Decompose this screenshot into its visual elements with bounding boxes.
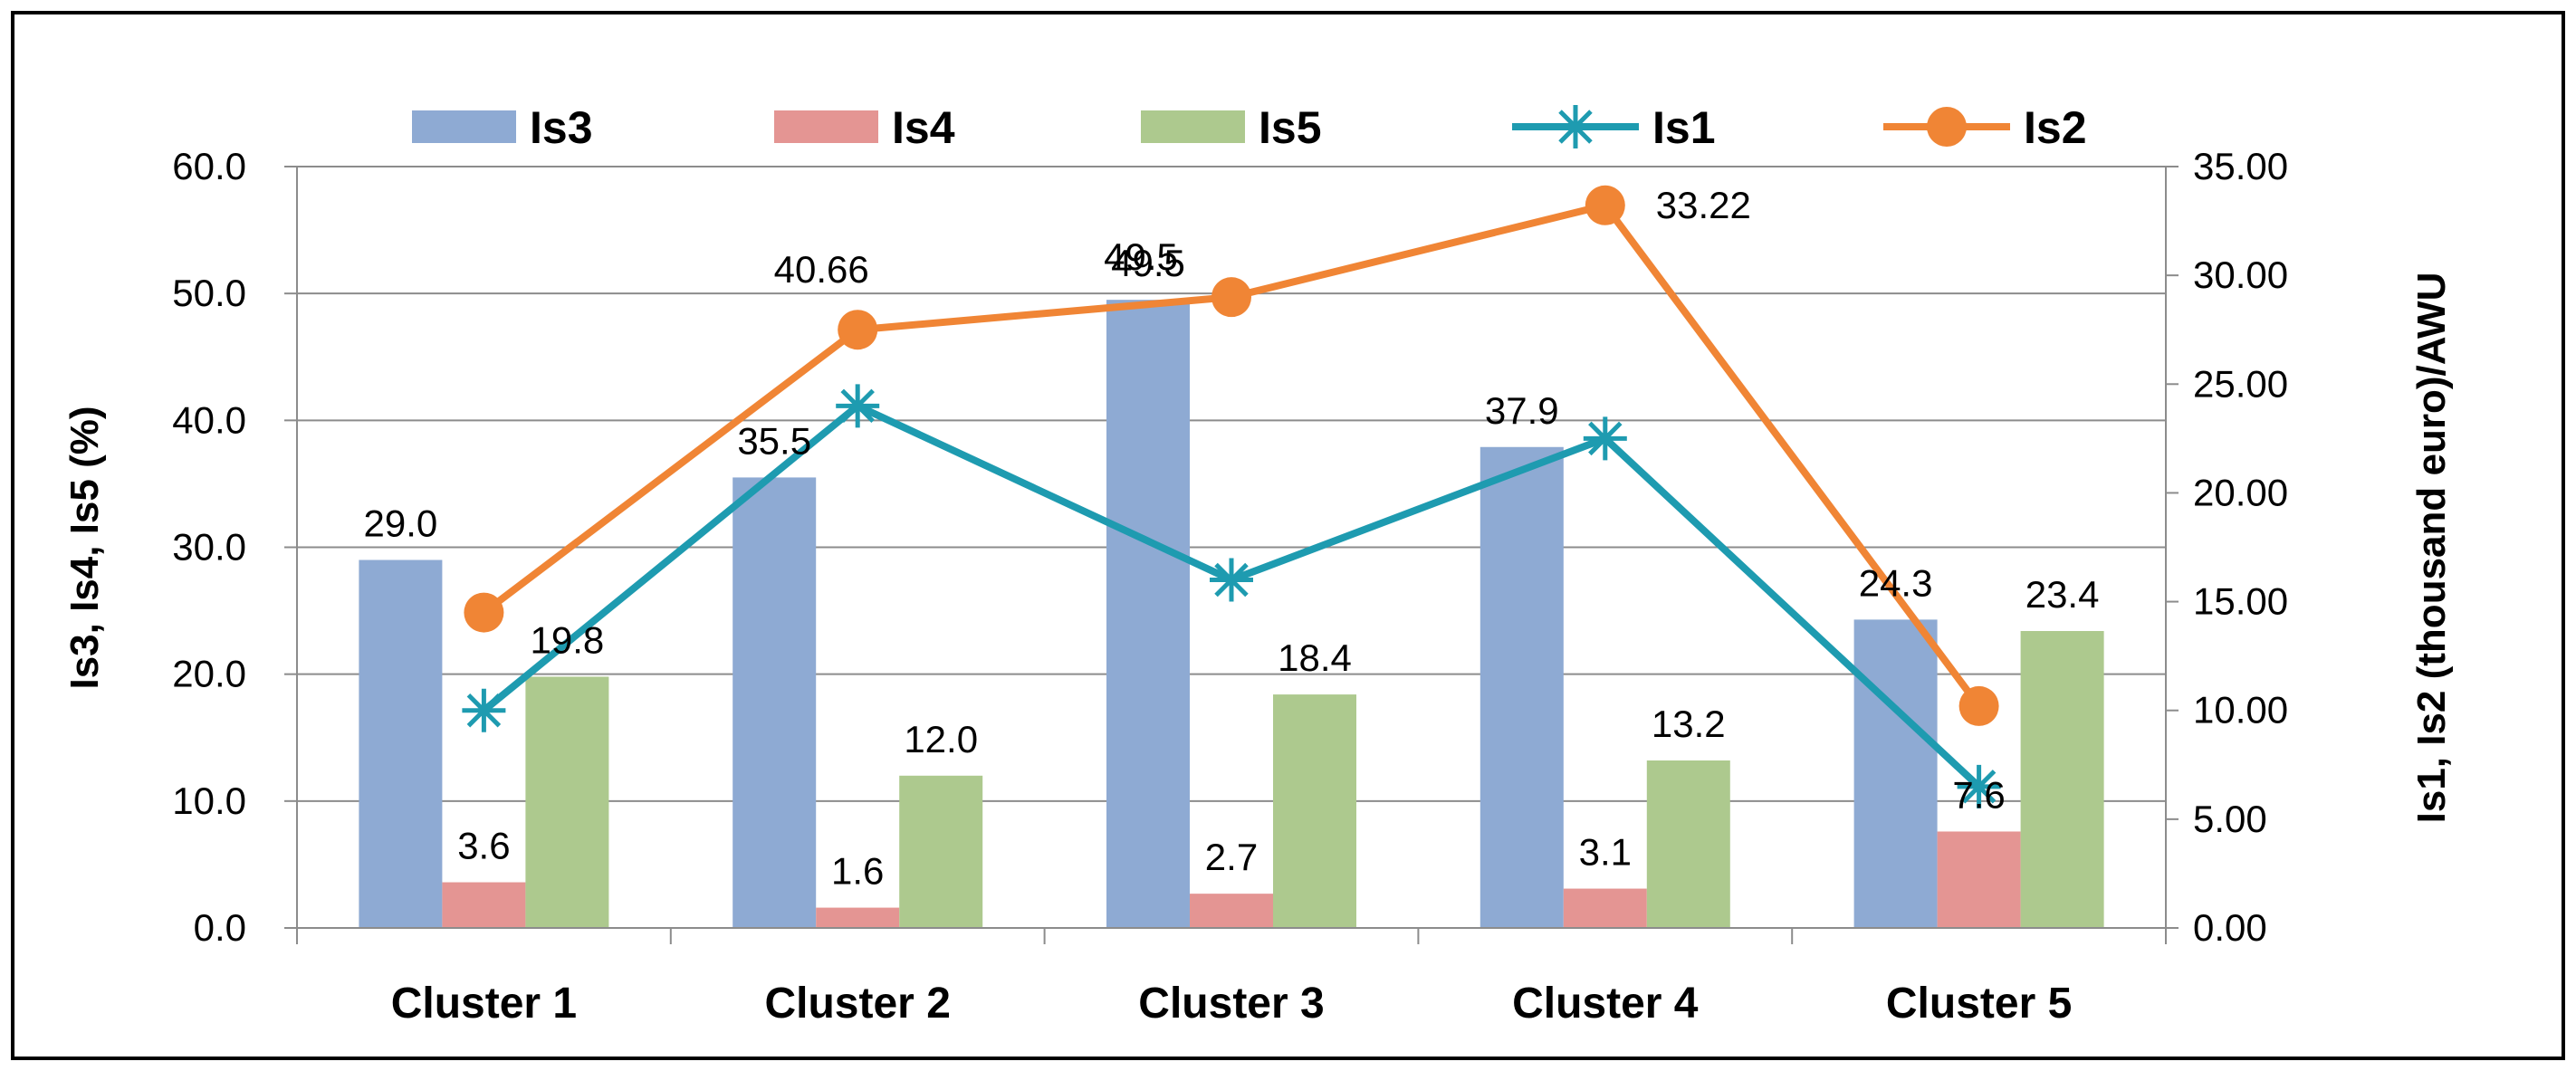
right-tick-label: 35.00 [2193, 145, 2288, 187]
bar-is4-5 [1937, 831, 2021, 928]
marker-is2-2 [838, 310, 878, 350]
bar-is4-4 [1563, 888, 1647, 928]
bar-series-group [359, 300, 2104, 929]
bar-is3-1 [359, 559, 443, 928]
legend-label-is2: Is2 [2024, 102, 2087, 153]
right-tick-label: 5.00 [2193, 798, 2267, 840]
legend-marker-is1 [1554, 105, 1597, 148]
marker-is1-3 [1210, 558, 1253, 602]
data-label-is3: 37.9 [1485, 389, 1559, 432]
left-tick-label: 20.0 [172, 653, 246, 695]
bar-is3-2 [733, 477, 817, 928]
right-tick-label: 10.00 [2193, 689, 2288, 732]
legend-swatch-is4 [774, 110, 878, 143]
data-label-is3: 29.0 [364, 502, 438, 545]
left-tick-label: 40.0 [172, 398, 246, 441]
data-label-is2: 40.66 [774, 248, 869, 291]
bar-is5-4 [1646, 760, 1730, 928]
marker-is1-4 [1583, 416, 1627, 461]
legend-label-is4: Is4 [892, 102, 955, 153]
right-tick-label: 25.00 [2193, 362, 2288, 405]
x-tick-label: Cluster 4 [1512, 980, 1699, 1028]
data-label-is3: 35.5 [737, 419, 811, 462]
bar-is4-1 [442, 882, 526, 928]
marker-is1-2 [836, 384, 880, 428]
x-tick-label: Cluster 2 [764, 980, 950, 1028]
data-label-is5: 18.4 [1278, 636, 1352, 679]
legend-marker-is2 [1927, 107, 1967, 147]
axes-group: 0.0 10.0 20.0 30.0 40.0 50.0 60.0 0.00 5.00 10.00… [172, 145, 2288, 1028]
bar-is5-3 [1273, 694, 1356, 928]
data-label-is5: 19.8 [531, 618, 605, 661]
data-label-is2: 33.22 [1656, 184, 1751, 226]
data-label-is5: 23.4 [2025, 573, 2100, 616]
left-tick-label: 10.0 [172, 779, 246, 822]
data-label-is2: 49.5 [1104, 235, 1178, 278]
data-label-is4: 3.1 [1579, 831, 1632, 874]
data-label-is5: 13.2 [1652, 703, 1726, 745]
left-tick-label: 30.0 [172, 526, 246, 569]
right-tick-label: 0.00 [2193, 906, 2267, 949]
bar-is5-5 [2020, 631, 2104, 928]
legend-label-is1: Is1 [1652, 102, 1716, 153]
marker-is2-4 [1585, 185, 1625, 225]
bar-is3-3 [1106, 300, 1190, 928]
bar-is5-1 [525, 676, 609, 928]
marker-is1-5 [1957, 764, 2001, 808]
bar-is4-3 [1190, 894, 1273, 928]
left-tick-label: 60.0 [172, 145, 246, 187]
right-tick-label: 15.00 [2193, 580, 2288, 623]
marker-is1-1 [462, 688, 506, 732]
x-tick-label: Cluster 3 [1138, 980, 1324, 1028]
right-tick-label: 20.00 [2193, 471, 2288, 513]
left-tick-label: 50.0 [172, 272, 246, 314]
data-label-is3: 24.3 [1859, 561, 1933, 604]
legend: Is3 Is4 Is5 Is1 Is2 [412, 102, 2087, 153]
data-label-is4: 2.7 [1205, 836, 1258, 878]
legend-swatch-is5 [1141, 110, 1245, 143]
left-tick-label: 0.0 [194, 906, 246, 949]
left-axis-title: Is3, Is4, Is5 (%) [62, 406, 107, 689]
data-label-is4: 1.6 [831, 850, 884, 893]
data-label-is5: 12.0 [904, 718, 978, 760]
x-tick-label: Cluster 1 [391, 980, 577, 1028]
data-label-is4: 3.6 [457, 825, 510, 867]
marker-is2-1 [464, 592, 504, 633]
right-tick-label: 30.00 [2193, 253, 2288, 296]
data-label-is3: 49.5 [1111, 242, 1185, 284]
marker-is2-3 [1211, 277, 1251, 318]
data-label-is4: 7.6 [1952, 773, 2005, 816]
bar-is3-5 [1853, 619, 1938, 928]
legend-label-is3: Is3 [530, 102, 593, 153]
bar-is4-2 [816, 907, 900, 928]
bar-is5-2 [899, 775, 983, 928]
x-tick-label: Cluster 5 [1886, 980, 2072, 1028]
line-series-group [462, 185, 2001, 808]
right-axis-title: Is1, Is2 (thousand euro)/AWU [2409, 273, 2454, 824]
data-labels-group: 29.0 35.5 49.5 37.9 24.3 3.6 1.6 2.7 3.1 7.6 19.8 1… [364, 184, 2100, 893]
legend-label-is5: Is5 [1259, 102, 1322, 153]
marker-is2-5 [1958, 685, 1999, 726]
legend-swatch-is3 [412, 110, 516, 143]
bar-is3-4 [1480, 446, 1564, 929]
